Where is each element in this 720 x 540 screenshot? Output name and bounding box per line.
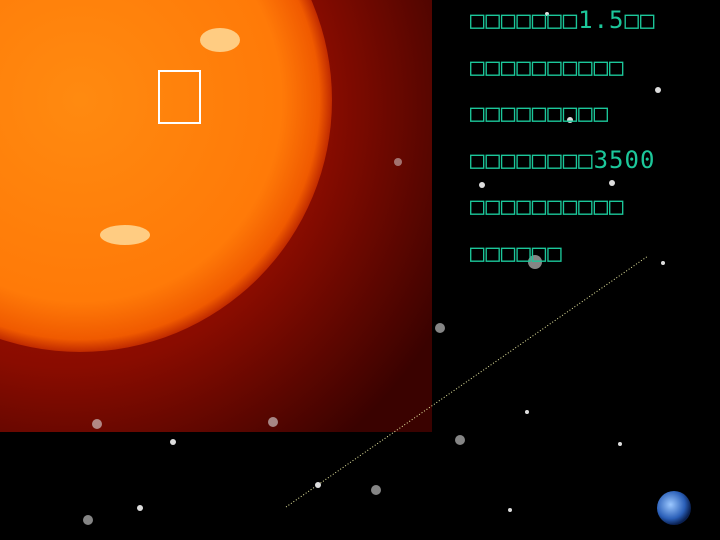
text-line: □□□□□□□□□□	[470, 52, 625, 81]
earth	[657, 491, 691, 525]
text-line: □□□□□□□□3500	[470, 145, 656, 174]
text-line: □□□□□□□1.5□□	[470, 6, 656, 34]
text-line: □□□□□□□□□	[470, 99, 610, 127]
sun-flare	[200, 28, 240, 52]
text-line: □□□□□□□□□□	[470, 192, 625, 220]
highlight-box	[158, 70, 201, 124]
text-line: □□□□□□	[470, 238, 563, 267]
sun	[0, 0, 332, 352]
sun-flare	[100, 225, 150, 245]
stars	[83, 12, 665, 525]
